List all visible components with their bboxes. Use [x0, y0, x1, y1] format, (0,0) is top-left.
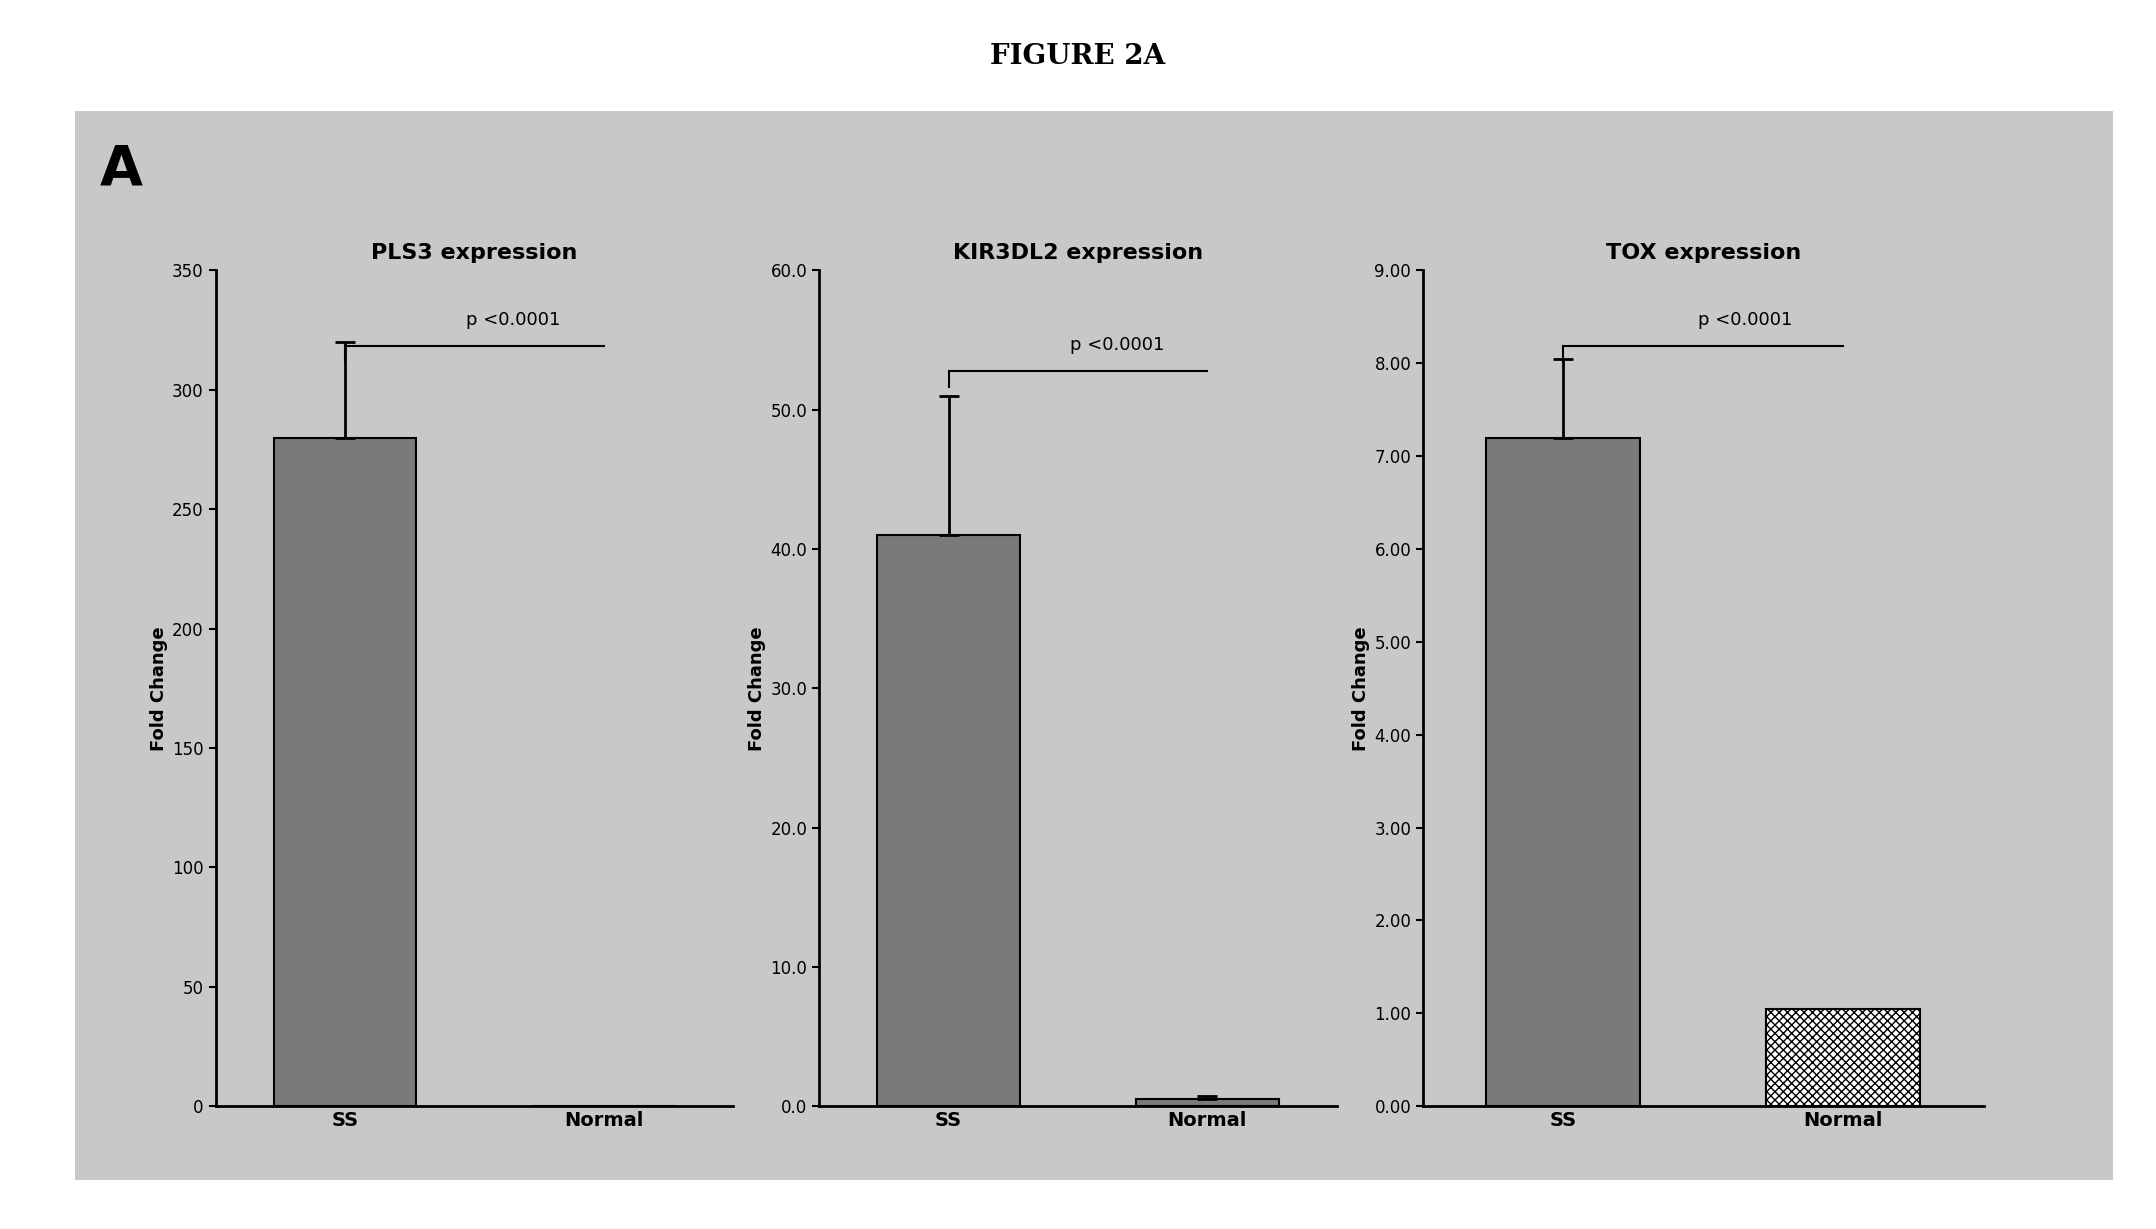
Title: TOX expression: TOX expression [1606, 243, 1800, 263]
Bar [274, 438, 416, 1106]
Title: KIR3DL2 expression: KIR3DL2 expression [953, 243, 1203, 263]
Y-axis label: Fold Change: Fold Change [748, 626, 765, 751]
Text: p <0.0001: p <0.0001 [1699, 311, 1792, 329]
Text: A: A [99, 143, 142, 197]
Y-axis label: Fold Change: Fold Change [1352, 626, 1369, 751]
Text: FIGURE 2A: FIGURE 2A [990, 43, 1166, 70]
Bar [1766, 1009, 1921, 1106]
Y-axis label: Fold Change: Fold Change [151, 626, 168, 751]
Title: PLS3 expression: PLS3 expression [371, 243, 578, 263]
Bar [877, 535, 1020, 1106]
Bar [1485, 438, 1641, 1106]
Text: p <0.0001: p <0.0001 [1069, 336, 1164, 354]
Bar [1136, 1099, 1279, 1106]
Text: p <0.0001: p <0.0001 [466, 311, 561, 329]
